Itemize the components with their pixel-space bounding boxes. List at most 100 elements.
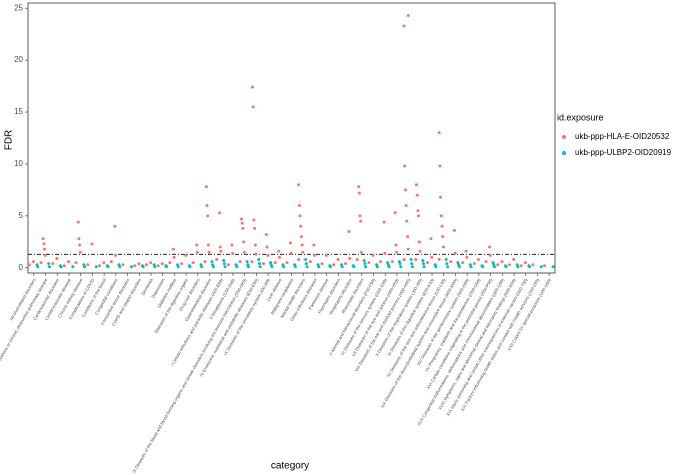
- point: [176, 263, 180, 267]
- point: [395, 250, 399, 254]
- point: [336, 258, 340, 261]
- point: [394, 243, 398, 247]
- point: [422, 265, 426, 269]
- legend-swatch: [562, 135, 566, 139]
- point: [137, 262, 141, 266]
- point: [340, 263, 344, 267]
- point: [258, 262, 262, 266]
- point: [437, 258, 441, 261]
- point: [168, 261, 172, 265]
- point: [415, 193, 419, 197]
- point: [364, 265, 368, 269]
- point: [449, 260, 453, 264]
- point: [312, 243, 316, 247]
- point: [328, 264, 332, 268]
- point: [512, 258, 516, 261]
- point: [324, 253, 328, 257]
- point: [503, 264, 507, 268]
- point: [67, 260, 71, 264]
- point: [109, 260, 113, 264]
- point: [195, 243, 199, 247]
- point: [90, 242, 94, 246]
- legend-title: id.exposure: [557, 112, 604, 122]
- point: [515, 263, 519, 267]
- point: [156, 264, 160, 268]
- point: [144, 263, 148, 267]
- point: [446, 265, 450, 269]
- point: [27, 263, 31, 267]
- y-tick-label: 20: [14, 55, 23, 64]
- point: [251, 85, 255, 89]
- point: [62, 264, 66, 268]
- point: [277, 255, 281, 259]
- point: [300, 243, 304, 247]
- point: [386, 261, 390, 265]
- point: [184, 253, 188, 257]
- point: [539, 265, 543, 269]
- point: [113, 224, 117, 228]
- point: [105, 264, 109, 268]
- point: [78, 250, 82, 254]
- point: [74, 261, 78, 265]
- point: [465, 255, 469, 259]
- point: [304, 262, 308, 266]
- point: [355, 258, 359, 261]
- point: [367, 261, 371, 265]
- point: [231, 251, 235, 255]
- point: [417, 214, 421, 218]
- point: [301, 250, 305, 254]
- point: [160, 262, 164, 266]
- point: [305, 265, 309, 269]
- point: [218, 245, 222, 249]
- point: [215, 258, 219, 261]
- point: [347, 229, 351, 233]
- point: [86, 263, 90, 267]
- point: [240, 221, 244, 225]
- point: [297, 204, 301, 207]
- point: [299, 224, 303, 228]
- point: [461, 261, 465, 265]
- point: [441, 235, 445, 239]
- point: [206, 243, 210, 247]
- point: [140, 264, 144, 268]
- point: [211, 263, 215, 267]
- point: [425, 261, 429, 265]
- point: [281, 263, 285, 267]
- point: [332, 263, 336, 267]
- point: [117, 263, 121, 267]
- point: [43, 253, 47, 257]
- x-tick-label: IV Endocrine, nutritional and metabolic …: [199, 277, 260, 377]
- point: [437, 131, 441, 135]
- point: [358, 214, 362, 218]
- point: [253, 226, 257, 230]
- point: [496, 263, 500, 267]
- point: [359, 219, 363, 223]
- point: [171, 247, 175, 251]
- point: [77, 237, 81, 241]
- point: [239, 217, 243, 221]
- point: [242, 250, 246, 254]
- point: [76, 220, 80, 224]
- point: [453, 251, 457, 255]
- point: [531, 263, 535, 267]
- point: [257, 258, 261, 261]
- point: [402, 24, 406, 28]
- point: [98, 264, 102, 268]
- y-tick-label: 0: [19, 263, 24, 272]
- point: [253, 243, 257, 247]
- point: [403, 188, 407, 192]
- point: [414, 183, 418, 187]
- point: [39, 261, 43, 265]
- point: [519, 264, 523, 268]
- legend-label: ukb-ppp-ULBP2-OID20919: [575, 148, 672, 157]
- point: [266, 253, 270, 257]
- point: [78, 243, 82, 247]
- point: [187, 264, 191, 268]
- point: [191, 261, 195, 265]
- point: [393, 211, 397, 215]
- point: [58, 264, 62, 268]
- point: [375, 263, 379, 267]
- point: [32, 260, 36, 264]
- point: [421, 259, 425, 263]
